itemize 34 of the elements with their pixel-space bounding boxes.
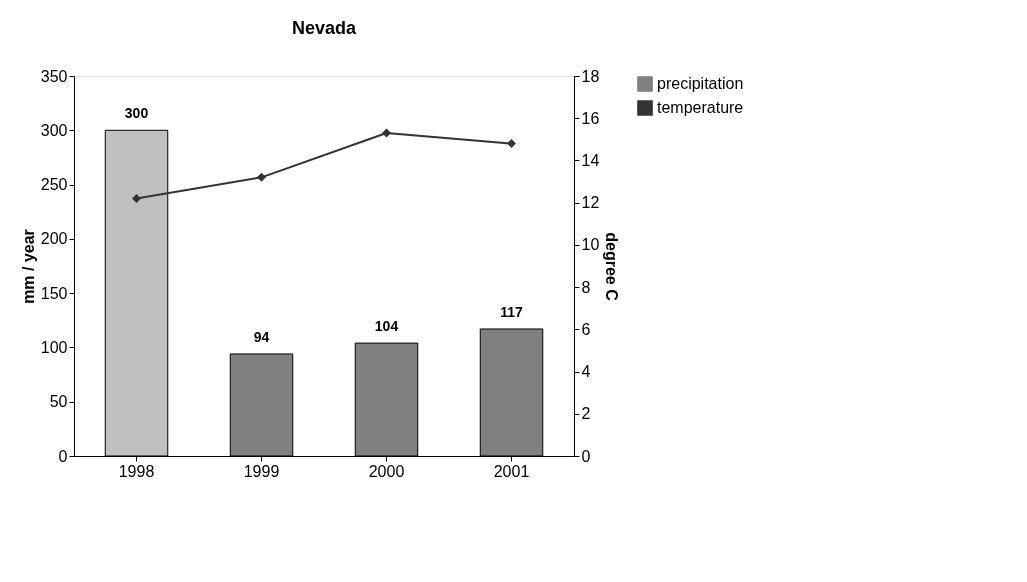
y-tick-label: 300 — [40, 121, 68, 139]
data-label: 94 — [253, 328, 270, 345]
y-tick-label: 50 — [49, 393, 68, 411]
y2-tick-label: 2 — [581, 405, 591, 423]
y2-tick-label: 18 — [581, 67, 600, 85]
y-tick-label: 250 — [40, 176, 68, 194]
data-label: 117 — [500, 303, 523, 320]
y-axis-title: mm / year — [19, 229, 37, 304]
y2-tick-label: 0 — [581, 447, 591, 465]
y-tick-label: 200 — [40, 230, 68, 248]
data-label: 300 — [124, 105, 149, 122]
y2-tick-label: 10 — [581, 236, 600, 254]
x-tick-label: 1998 — [118, 462, 155, 480]
y2-tick-label: 14 — [581, 151, 600, 169]
point — [507, 139, 516, 149]
y2-tick-label: 12 — [581, 194, 600, 212]
y-tick-label: 0 — [58, 447, 68, 465]
y-tick-label: 350 — [40, 67, 68, 85]
point — [257, 172, 266, 182]
y2-tick-label: 16 — [581, 109, 600, 127]
y2-axis-title: degree C — [603, 232, 621, 302]
x-tick-label: 2001 — [493, 462, 530, 480]
chart-title: Nevada — [291, 18, 357, 38]
y2-tick-label: 8 — [581, 278, 591, 296]
point — [132, 193, 141, 203]
x-tick-label: 2000 — [368, 462, 405, 480]
y-tick-label: 100 — [40, 338, 68, 356]
x-tick-label: 1999 — [243, 462, 280, 480]
legend-label: temperature — [657, 99, 744, 116]
data-label: 104 — [374, 318, 399, 335]
legend-label: precipitation — [657, 75, 744, 92]
y2-tick-label: 6 — [581, 320, 591, 338]
y-tick-label: 150 — [40, 284, 68, 302]
y2-tick-label: 4 — [581, 363, 591, 381]
